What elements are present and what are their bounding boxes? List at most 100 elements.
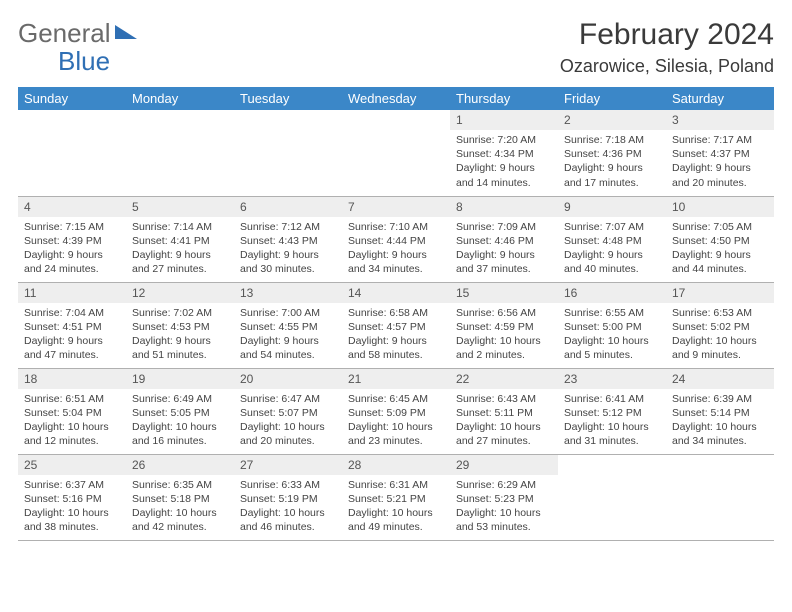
day-number: 13 — [234, 283, 342, 303]
calendar-row: 11Sunrise: 7:04 AMSunset: 4:51 PMDayligh… — [18, 282, 774, 368]
sunrise-line: Sunrise: 6:35 AM — [132, 478, 228, 492]
day-details: Sunrise: 7:02 AMSunset: 4:53 PMDaylight:… — [126, 303, 234, 367]
day-number: 28 — [342, 455, 450, 475]
day-number: 15 — [450, 283, 558, 303]
day-details: Sunrise: 7:18 AMSunset: 4:36 PMDaylight:… — [558, 130, 666, 194]
day-details: Sunrise: 6:39 AMSunset: 5:14 PMDaylight:… — [666, 389, 774, 453]
sunset-line: Sunset: 5:05 PM — [132, 406, 228, 420]
day-number: 12 — [126, 283, 234, 303]
sunset-line: Sunset: 4:57 PM — [348, 320, 444, 334]
sunrise-line: Sunrise: 6:56 AM — [456, 306, 552, 320]
sunrise-line: Sunrise: 6:43 AM — [456, 392, 552, 406]
sunrise-line: Sunrise: 7:15 AM — [24, 220, 120, 234]
day-number: 4 — [18, 197, 126, 217]
day-cell: 20Sunrise: 6:47 AMSunset: 5:07 PMDayligh… — [234, 368, 342, 454]
sunrise-line: Sunrise: 6:31 AM — [348, 478, 444, 492]
sunrise-line: Sunrise: 7:07 AM — [564, 220, 660, 234]
day-cell: 1Sunrise: 7:20 AMSunset: 4:34 PMDaylight… — [450, 110, 558, 196]
daylight-line: Daylight: 10 hours and 31 minutes. — [564, 420, 660, 448]
empty-cell — [666, 454, 774, 540]
daylight-line: Daylight: 10 hours and 49 minutes. — [348, 506, 444, 534]
daylight-line: Daylight: 10 hours and 34 minutes. — [672, 420, 768, 448]
sunset-line: Sunset: 4:53 PM — [132, 320, 228, 334]
day-cell: 12Sunrise: 7:02 AMSunset: 4:53 PMDayligh… — [126, 282, 234, 368]
day-number: 27 — [234, 455, 342, 475]
day-number: 10 — [666, 197, 774, 217]
sunrise-line: Sunrise: 7:18 AM — [564, 133, 660, 147]
day-cell: 18Sunrise: 6:51 AMSunset: 5:04 PMDayligh… — [18, 368, 126, 454]
daylight-line: Daylight: 9 hours and 17 minutes. — [564, 161, 660, 189]
daylight-line: Daylight: 9 hours and 27 minutes. — [132, 248, 228, 276]
day-cell: 6Sunrise: 7:12 AMSunset: 4:43 PMDaylight… — [234, 196, 342, 282]
daylight-line: Daylight: 9 hours and 47 minutes. — [24, 334, 120, 362]
sunrise-line: Sunrise: 7:09 AM — [456, 220, 552, 234]
sunset-line: Sunset: 4:43 PM — [240, 234, 336, 248]
daylight-line: Daylight: 9 hours and 51 minutes. — [132, 334, 228, 362]
sunrise-line: Sunrise: 7:02 AM — [132, 306, 228, 320]
day-details: Sunrise: 6:56 AMSunset: 4:59 PMDaylight:… — [450, 303, 558, 367]
sunrise-line: Sunrise: 6:53 AM — [672, 306, 768, 320]
sunset-line: Sunset: 5:00 PM — [564, 320, 660, 334]
brand-logo: General — [18, 18, 137, 49]
day-details: Sunrise: 6:51 AMSunset: 5:04 PMDaylight:… — [18, 389, 126, 453]
day-number: 26 — [126, 455, 234, 475]
day-cell: 10Sunrise: 7:05 AMSunset: 4:50 PMDayligh… — [666, 196, 774, 282]
calendar-row: 18Sunrise: 6:51 AMSunset: 5:04 PMDayligh… — [18, 368, 774, 454]
daylight-line: Daylight: 10 hours and 5 minutes. — [564, 334, 660, 362]
day-details: Sunrise: 7:15 AMSunset: 4:39 PMDaylight:… — [18, 217, 126, 281]
daylight-line: Daylight: 9 hours and 54 minutes. — [240, 334, 336, 362]
day-number: 25 — [18, 455, 126, 475]
sunset-line: Sunset: 5:18 PM — [132, 492, 228, 506]
calendar-row: 1Sunrise: 7:20 AMSunset: 4:34 PMDaylight… — [18, 110, 774, 196]
weekday-header: Wednesday — [342, 87, 450, 110]
weekday-header: Friday — [558, 87, 666, 110]
daylight-line: Daylight: 9 hours and 34 minutes. — [348, 248, 444, 276]
weekday-header: Sunday — [18, 87, 126, 110]
day-cell: 2Sunrise: 7:18 AMSunset: 4:36 PMDaylight… — [558, 110, 666, 196]
daylight-line: Daylight: 10 hours and 38 minutes. — [24, 506, 120, 534]
daylight-line: Daylight: 9 hours and 37 minutes. — [456, 248, 552, 276]
daylight-line: Daylight: 10 hours and 2 minutes. — [456, 334, 552, 362]
day-number: 21 — [342, 369, 450, 389]
daylight-line: Daylight: 9 hours and 40 minutes. — [564, 248, 660, 276]
day-cell: 11Sunrise: 7:04 AMSunset: 4:51 PMDayligh… — [18, 282, 126, 368]
sunset-line: Sunset: 4:46 PM — [456, 234, 552, 248]
day-details: Sunrise: 6:37 AMSunset: 5:16 PMDaylight:… — [18, 475, 126, 539]
day-cell: 7Sunrise: 7:10 AMSunset: 4:44 PMDaylight… — [342, 196, 450, 282]
sunset-line: Sunset: 4:34 PM — [456, 147, 552, 161]
daylight-line: Daylight: 9 hours and 44 minutes. — [672, 248, 768, 276]
day-details: Sunrise: 6:31 AMSunset: 5:21 PMDaylight:… — [342, 475, 450, 539]
day-cell: 26Sunrise: 6:35 AMSunset: 5:18 PMDayligh… — [126, 454, 234, 540]
sunset-line: Sunset: 5:12 PM — [564, 406, 660, 420]
calendar-row: 25Sunrise: 6:37 AMSunset: 5:16 PMDayligh… — [18, 454, 774, 540]
title-location: Ozarowice, Silesia, Poland — [560, 56, 774, 77]
sunset-line: Sunset: 4:36 PM — [564, 147, 660, 161]
sunrise-line: Sunrise: 6:45 AM — [348, 392, 444, 406]
daylight-line: Daylight: 10 hours and 12 minutes. — [24, 420, 120, 448]
day-details: Sunrise: 7:04 AMSunset: 4:51 PMDaylight:… — [18, 303, 126, 367]
day-number: 8 — [450, 197, 558, 217]
sunrise-line: Sunrise: 6:49 AM — [132, 392, 228, 406]
weekday-header: Tuesday — [234, 87, 342, 110]
day-details: Sunrise: 6:45 AMSunset: 5:09 PMDaylight:… — [342, 389, 450, 453]
sunrise-line: Sunrise: 6:51 AM — [24, 392, 120, 406]
day-cell: 28Sunrise: 6:31 AMSunset: 5:21 PMDayligh… — [342, 454, 450, 540]
daylight-line: Daylight: 9 hours and 58 minutes. — [348, 334, 444, 362]
sunset-line: Sunset: 5:23 PM — [456, 492, 552, 506]
daylight-line: Daylight: 9 hours and 20 minutes. — [672, 161, 768, 189]
day-number: 24 — [666, 369, 774, 389]
day-cell: 19Sunrise: 6:49 AMSunset: 5:05 PMDayligh… — [126, 368, 234, 454]
sunrise-line: Sunrise: 7:14 AM — [132, 220, 228, 234]
day-cell: 27Sunrise: 6:33 AMSunset: 5:19 PMDayligh… — [234, 454, 342, 540]
day-cell: 29Sunrise: 6:29 AMSunset: 5:23 PMDayligh… — [450, 454, 558, 540]
day-details: Sunrise: 6:55 AMSunset: 5:00 PMDaylight:… — [558, 303, 666, 367]
sunrise-line: Sunrise: 6:47 AM — [240, 392, 336, 406]
sunrise-line: Sunrise: 6:58 AM — [348, 306, 444, 320]
day-number: 19 — [126, 369, 234, 389]
day-cell: 24Sunrise: 6:39 AMSunset: 5:14 PMDayligh… — [666, 368, 774, 454]
day-cell: 17Sunrise: 6:53 AMSunset: 5:02 PMDayligh… — [666, 282, 774, 368]
day-details: Sunrise: 6:58 AMSunset: 4:57 PMDaylight:… — [342, 303, 450, 367]
sunrise-line: Sunrise: 7:20 AM — [456, 133, 552, 147]
brand-word-1: General — [18, 18, 111, 49]
sunset-line: Sunset: 4:41 PM — [132, 234, 228, 248]
